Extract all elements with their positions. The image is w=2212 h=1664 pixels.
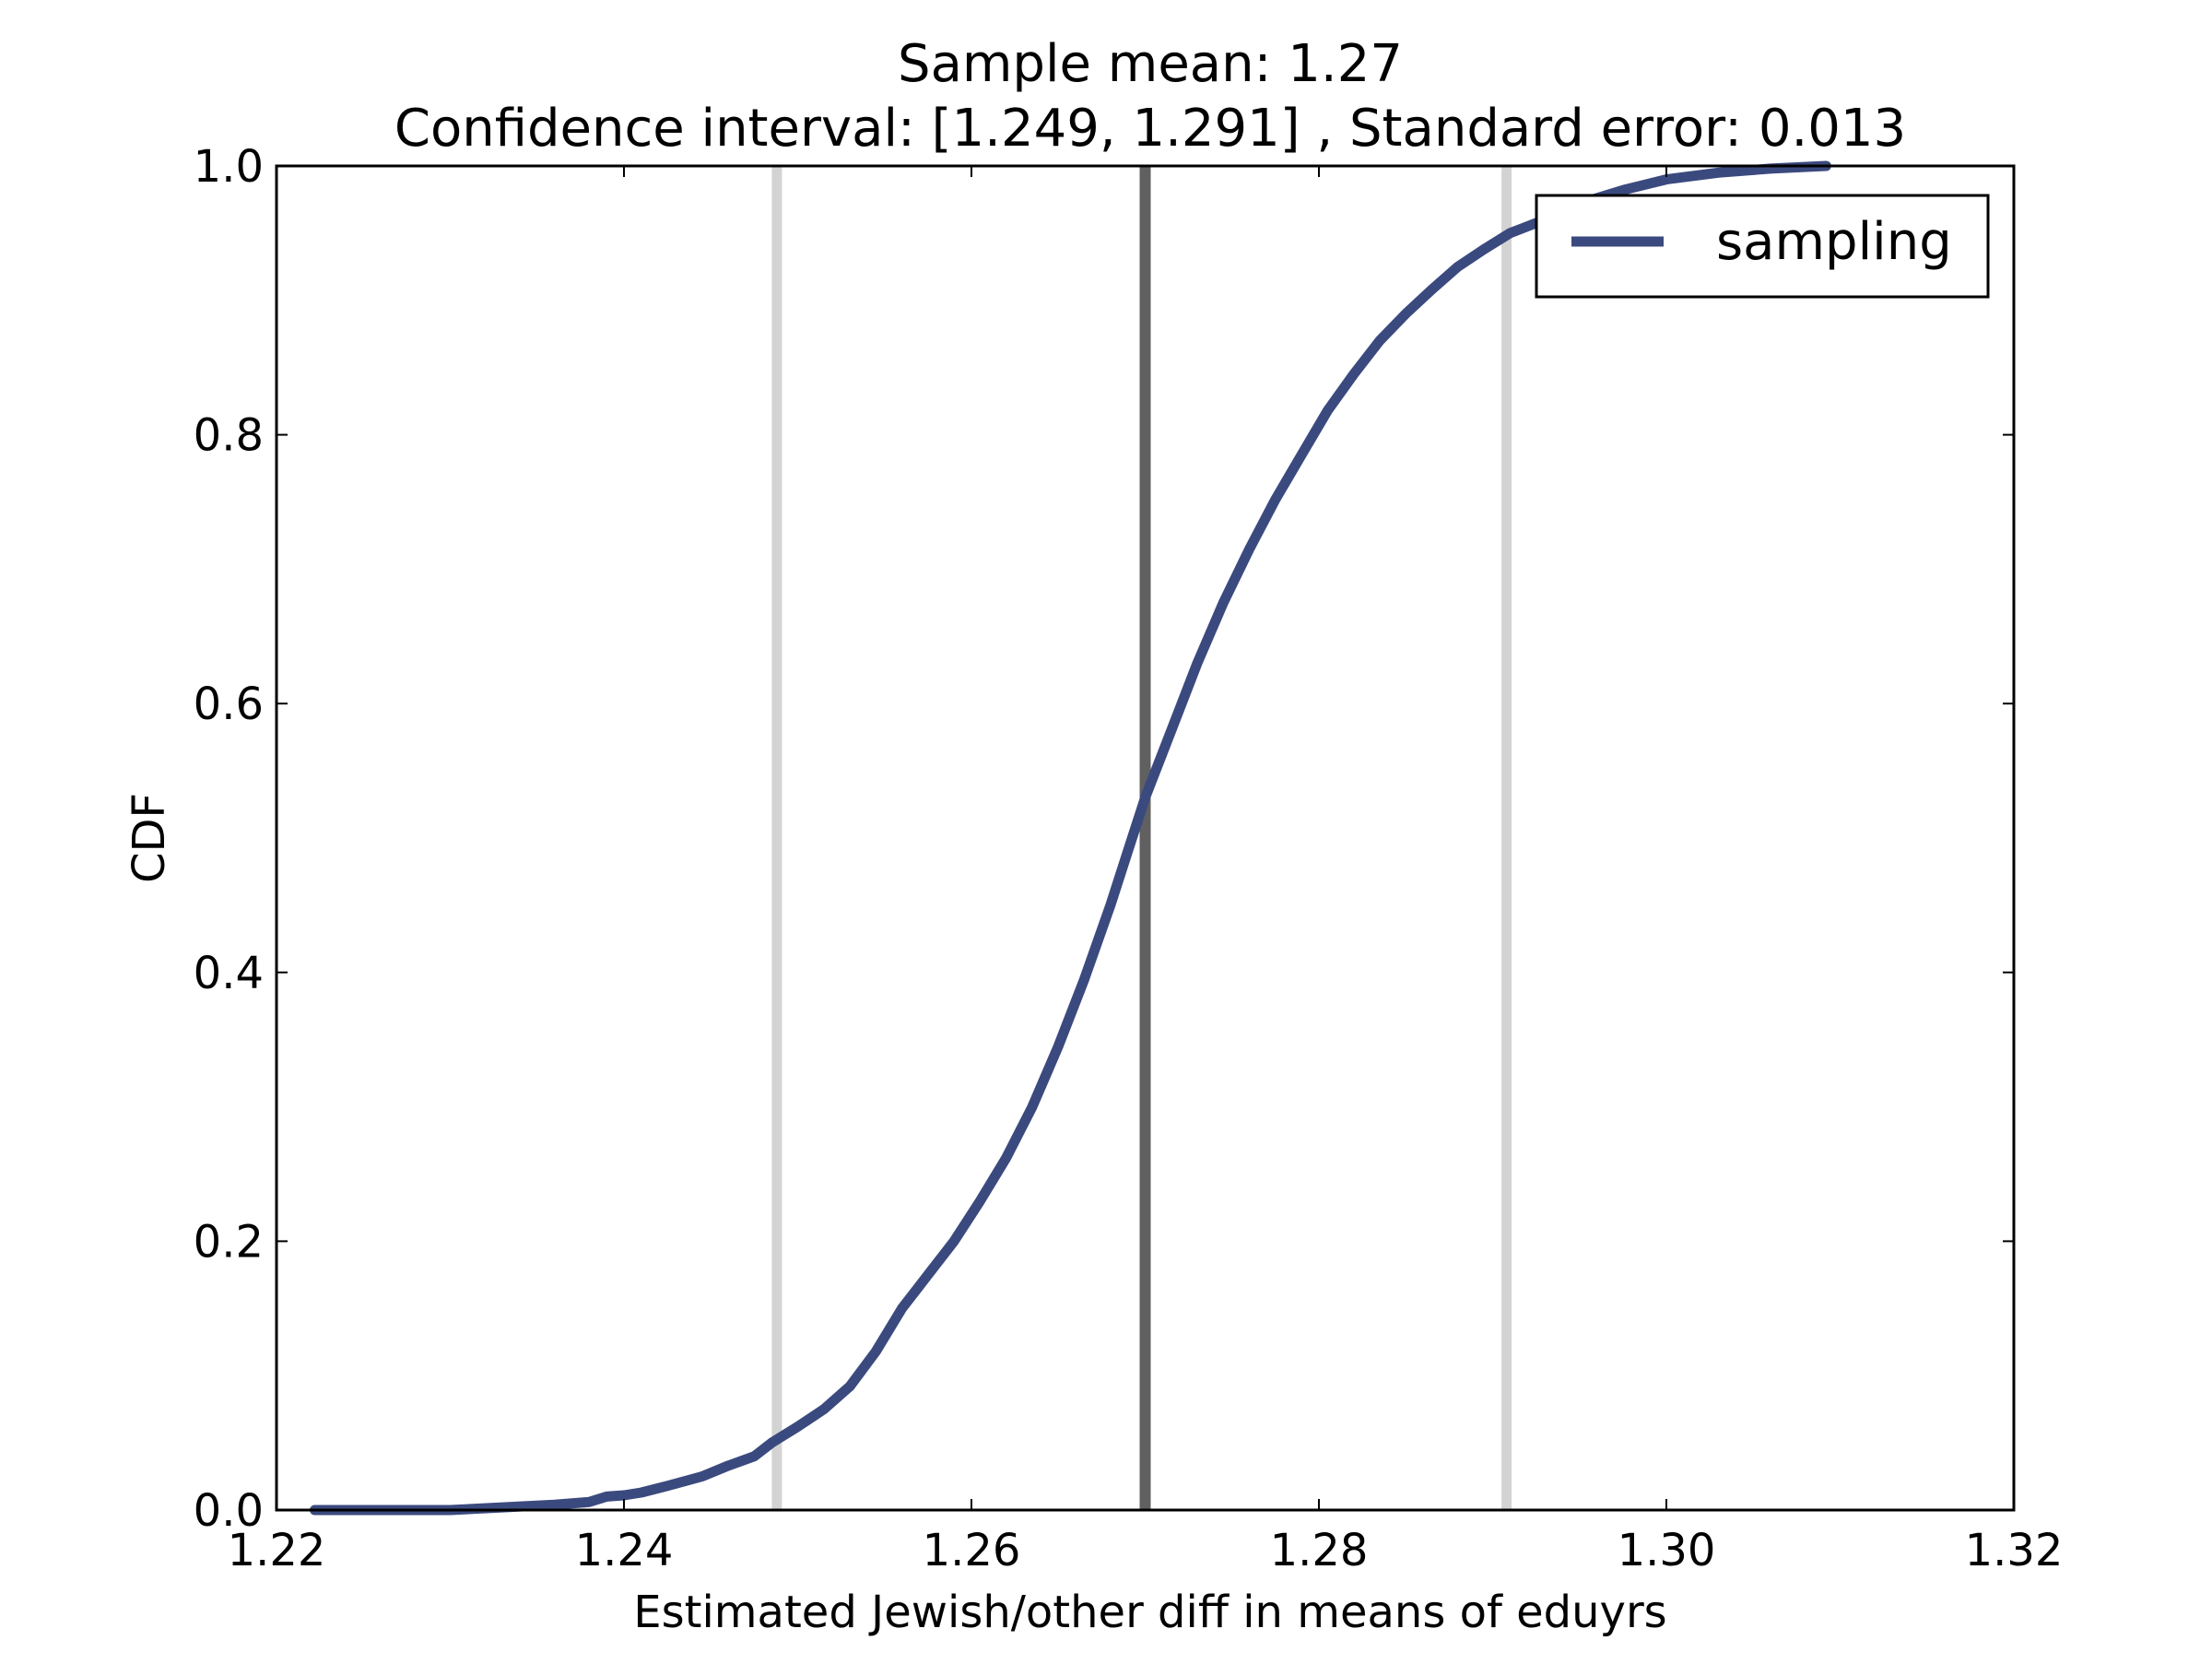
series-layer xyxy=(310,160,1831,1516)
y-tick-label: 0.6 xyxy=(194,679,264,730)
legend-label-sampling: sampling xyxy=(1716,212,1952,272)
plot-frame xyxy=(275,164,2016,1512)
x-tick-label: 1.28 xyxy=(1270,1525,1369,1576)
x-tick-label: 1.32 xyxy=(1965,1525,2064,1576)
y-tick-label: 0.2 xyxy=(194,1216,264,1268)
x-tick-label: 1.24 xyxy=(575,1525,674,1576)
x-tick-label: 1.30 xyxy=(1618,1525,1716,1576)
ticks-layer: 1.22 1.24 1.26 1.28 1.30 1.32 0.0 0.2 0.4 0.6 0.8 1… xyxy=(194,141,2064,1576)
series-line-sampling xyxy=(310,160,1831,1516)
x-tick-label: 1.22 xyxy=(228,1525,326,1576)
y-tick-label: 1.0 xyxy=(194,141,264,193)
reference-lines xyxy=(771,166,1512,1510)
y-axis-label: CDF xyxy=(124,793,175,883)
x-tick-label: 1.26 xyxy=(923,1525,1021,1576)
y-tick-label: 0.0 xyxy=(194,1485,264,1537)
legend: sampling xyxy=(1535,194,1990,299)
y-tick-label: 0.8 xyxy=(194,410,264,462)
x-axis-label: Estimated Jewish/other diff in means of … xyxy=(633,1587,1666,1638)
chart-title-line2: Confidence interval: [1.249, 1.291] , St… xyxy=(394,99,1906,159)
chart-title-line1: Sample mean: 1.27 xyxy=(898,34,1403,94)
y-tick-label: 0.4 xyxy=(194,948,264,999)
